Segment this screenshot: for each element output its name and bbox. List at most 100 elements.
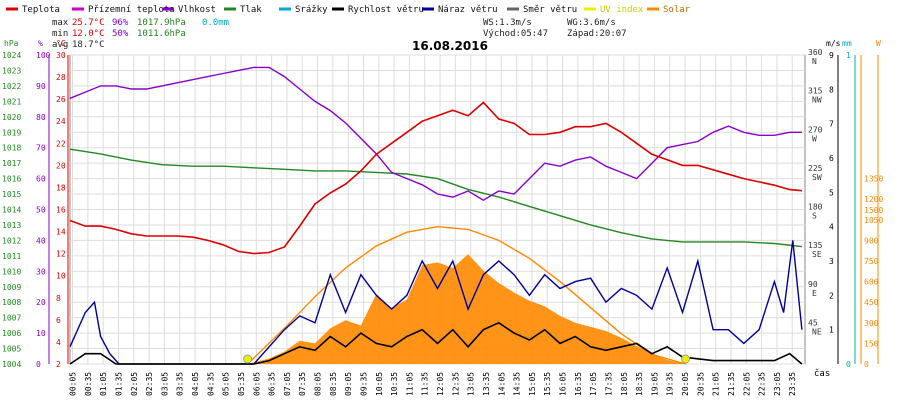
wind-tick-label: 1	[829, 326, 834, 335]
humidity-line	[69, 66, 802, 202]
temperature-tick-label: 2	[56, 360, 61, 369]
legend-label: Náraz větru	[438, 5, 498, 15]
x-tick-label: 19:35	[666, 372, 675, 396]
x-tick-label: 03:05	[160, 372, 169, 396]
x-tick-label: 08:05	[314, 372, 323, 396]
pressure-tick-label: 1012	[2, 236, 21, 245]
wind-unit-label: m/s	[826, 39, 841, 48]
direction-compass-label: E	[812, 289, 817, 298]
humidity-tick-label: 20	[36, 298, 46, 307]
x-tick-label: 09:35	[359, 372, 368, 396]
x-tick-label: 15:35	[543, 372, 552, 396]
x-tick-label: 07:35	[298, 372, 307, 396]
pressure-tick-label: 1019	[2, 128, 21, 137]
pressure-tick-label: 1010	[2, 267, 21, 276]
wind-gust-stat: WG:3.6m/s	[567, 18, 616, 28]
pressure-tick-label: 1020	[2, 113, 21, 122]
pressure-tick-label: 1021	[2, 97, 21, 106]
solar-tick-label: 1500	[864, 206, 883, 215]
wind-tick-label: 5	[829, 188, 834, 197]
direction-compass-label: SW	[812, 173, 822, 182]
legend-label: Směr větru	[523, 5, 577, 15]
x-tick-label: 09:05	[344, 372, 353, 396]
x-tick-label: 16:35	[574, 372, 583, 396]
wind-tick-label: 3	[829, 257, 834, 266]
humidity-unit-label: %	[38, 39, 43, 48]
humidity-tick-label: 50	[36, 206, 46, 215]
pressure-tick-label: 1015	[2, 190, 21, 199]
pressure-tick-label: 1023	[2, 66, 21, 75]
x-tick-label: 18:35	[635, 372, 644, 396]
direction-tick-label: 180	[808, 203, 823, 212]
x-tick-label: 00:05	[69, 372, 78, 396]
direction-tick-label: 135	[808, 241, 823, 250]
x-tick-label: 06:05	[252, 372, 261, 396]
min-temp: 12.0°C	[72, 29, 105, 39]
x-tick-label: 01:05	[99, 372, 108, 396]
sunset-stat: Západ:20:07	[567, 29, 627, 39]
avg-label: avg	[52, 40, 68, 50]
direction-tick-label: 360	[808, 48, 823, 57]
temperature-tick-label: 6	[56, 316, 61, 325]
pressure-tick-label: 1024	[2, 51, 21, 60]
grid	[69, 54, 806, 365]
uv-marker	[243, 354, 253, 364]
legend-label: Vlhkost	[178, 5, 216, 15]
rain-tick-label: 0	[846, 360, 851, 369]
temperature-tick-label: 10	[56, 272, 66, 281]
x-tick-label: 20:05	[681, 372, 690, 396]
direction-compass-label: N	[812, 57, 817, 66]
x-tick-label: 07:05	[283, 372, 292, 396]
x-tick-label: 04:35	[206, 372, 215, 396]
x-tick-label: 17:35	[604, 372, 613, 396]
x-tick-label: 05:05	[222, 372, 231, 396]
humidity-tick-label: 60	[36, 175, 46, 184]
pressure-tick-label: 1013	[2, 221, 21, 230]
pressure-tick-label: 1009	[2, 283, 21, 292]
x-tick-label: 21:05	[712, 372, 721, 396]
plot-area	[69, 66, 803, 365]
x-tick-label: 17:05	[589, 372, 598, 396]
wind-tick-label: 4	[829, 223, 834, 232]
humidity-tick-label: 40	[36, 236, 46, 245]
humidity-tick-label: 30	[36, 267, 46, 276]
x-tick-label: 16:05	[559, 372, 568, 396]
max-rain: 0.0mm	[202, 18, 229, 28]
x-tick-label: 01:35	[114, 372, 123, 396]
avg-temp: 18.7°C	[72, 40, 105, 50]
pressure-unit-label: hPa	[4, 39, 19, 48]
min-humidity: 50%	[112, 29, 129, 39]
min-label: min	[52, 29, 68, 39]
max-temp: 25.7°C	[72, 18, 105, 28]
solar-tick-label: 450	[864, 298, 879, 307]
pressure-tick-label: 1004	[2, 360, 21, 369]
direction-compass-label: W	[812, 134, 817, 143]
direction-tick-label: 315	[808, 87, 823, 96]
x-tick-label: 11:05	[405, 372, 414, 396]
legend-label: UV index	[600, 5, 644, 15]
x-tick-label: 08:35	[329, 372, 338, 396]
solar-tick-label: 1050	[864, 216, 883, 225]
pressure-tick-label: 1022	[2, 82, 21, 91]
wind-speed-line	[69, 321, 803, 365]
x-tick-label: 15:05	[528, 372, 537, 396]
temperature-tick-label: 14	[56, 228, 66, 237]
x-tick-label: 12:35	[451, 372, 460, 396]
humidity-tick-label: 0	[36, 360, 41, 369]
legend-label: Teplota	[22, 5, 60, 15]
humidity-tick-label: 100	[36, 51, 51, 60]
humidity-tick-label: 90	[36, 82, 46, 91]
x-tick-label: 13:35	[482, 372, 491, 396]
pressure-tick-label: 1018	[2, 144, 21, 153]
pressure-tick-label: 1016	[2, 175, 21, 184]
x-tick-label: 20:35	[696, 372, 705, 396]
x-tick-label: 05:35	[237, 372, 246, 396]
x-tick-label: 12:05	[436, 372, 445, 396]
x-tick-label: 19:05	[650, 372, 659, 396]
pressure-tick-label: 1005	[2, 345, 21, 354]
temperature-line	[69, 101, 802, 255]
x-tick-label: 23:35	[788, 372, 797, 396]
direction-tick-label: 270	[808, 125, 823, 134]
legend-label: Srážky	[295, 5, 328, 15]
legend-label: Solar	[663, 5, 691, 15]
